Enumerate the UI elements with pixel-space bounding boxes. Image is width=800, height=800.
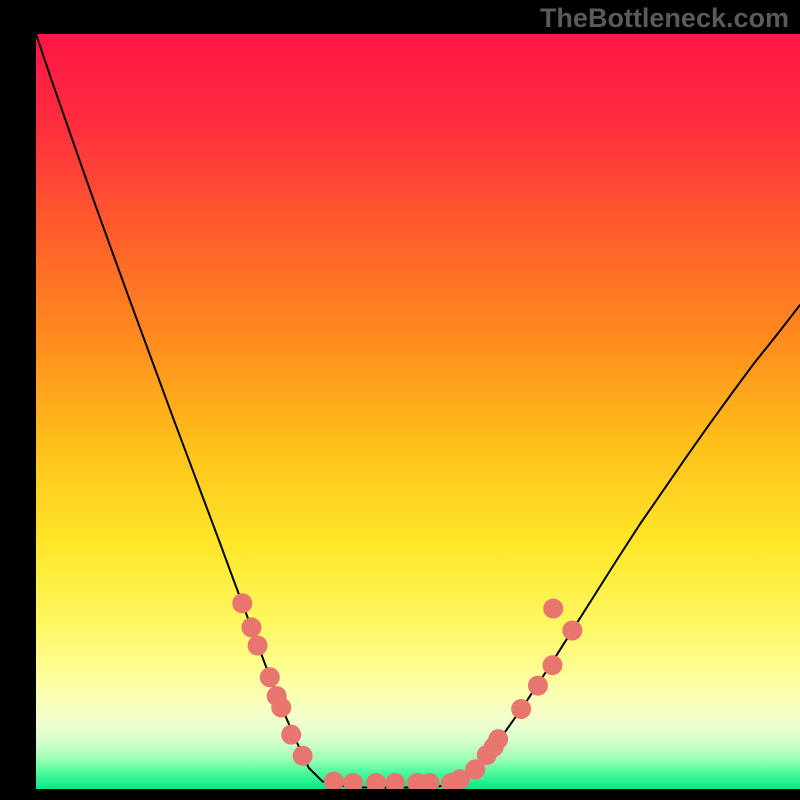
plot-svg [36, 34, 800, 789]
scatter-point [232, 593, 252, 613]
scatter-point [488, 729, 508, 749]
scatter-point [293, 746, 313, 766]
scatter-point [260, 667, 280, 687]
scatter-point [281, 725, 301, 745]
scatter-point [542, 655, 562, 675]
watermark-text: TheBottleneck.com [540, 3, 789, 34]
plot-background [36, 34, 800, 789]
scatter-point [528, 676, 548, 696]
scatter-point [562, 620, 582, 640]
scatter-point [543, 599, 563, 619]
scatter-point [511, 699, 531, 719]
scatter-point [271, 697, 291, 717]
scatter-point [248, 636, 268, 656]
plot-area [36, 34, 800, 789]
scatter-point [241, 617, 261, 637]
